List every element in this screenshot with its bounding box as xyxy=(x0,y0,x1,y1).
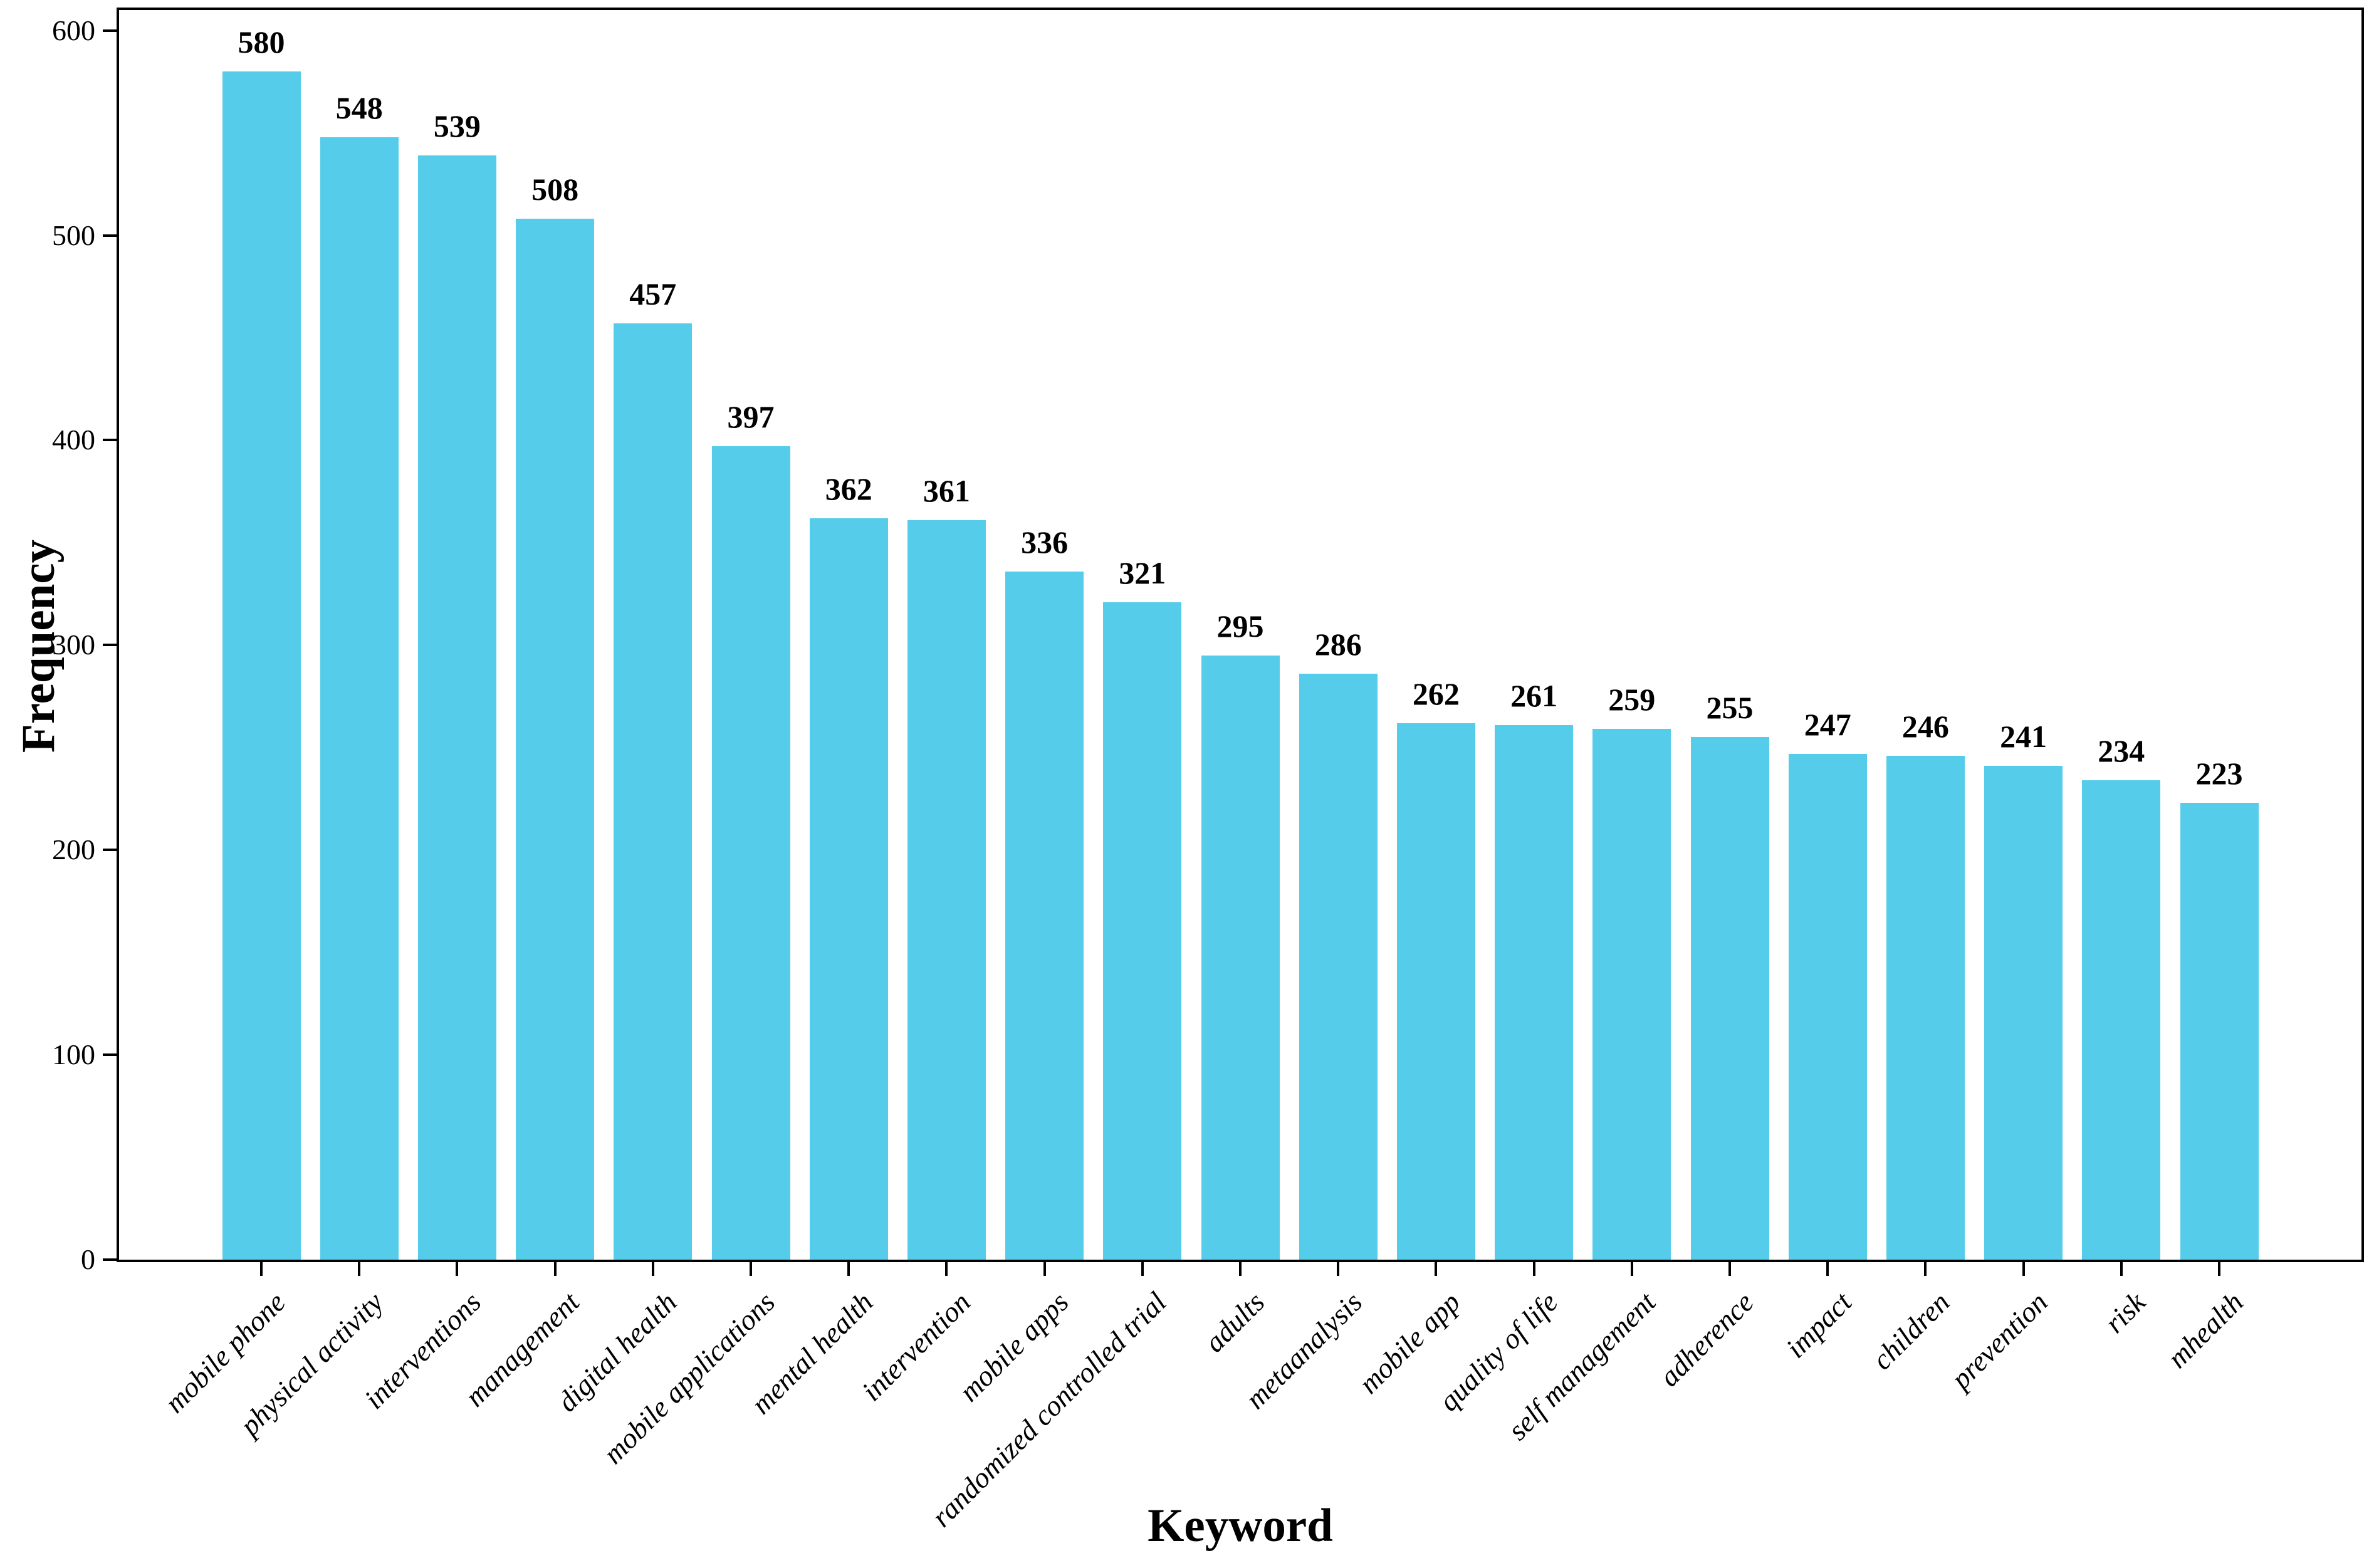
x-tick xyxy=(553,1262,557,1276)
bar xyxy=(1396,723,1475,1260)
x-tick xyxy=(1435,1262,1438,1276)
x-tick xyxy=(945,1262,948,1276)
y-tick-label: 500 xyxy=(52,219,95,251)
bar xyxy=(516,219,595,1260)
x-tick xyxy=(1924,1262,1927,1276)
bar-value-label: 262 xyxy=(1412,676,1460,711)
bar-value-label: 246 xyxy=(1901,708,1949,744)
x-tick xyxy=(1239,1262,1242,1276)
x-axis-title: Keyword xyxy=(1148,1500,1333,1552)
bar xyxy=(1103,602,1182,1260)
x-tick xyxy=(1141,1262,1144,1276)
bar xyxy=(711,446,790,1260)
bar-value-label: 336 xyxy=(1021,524,1069,560)
bar xyxy=(809,518,888,1260)
y-tick-label: 600 xyxy=(52,14,95,46)
bar xyxy=(1592,729,1671,1260)
x-category-label: risk xyxy=(2098,1285,2152,1339)
x-tick xyxy=(750,1262,752,1276)
plot-frame xyxy=(117,8,2364,1262)
x-category-label: impact xyxy=(1779,1285,1858,1364)
x-tick xyxy=(2022,1262,2025,1276)
bar xyxy=(1005,571,1084,1260)
bar xyxy=(320,137,399,1260)
x-tick xyxy=(1337,1262,1340,1276)
bar-value-label: 259 xyxy=(1608,682,1656,718)
bar-value-label: 580 xyxy=(238,24,285,60)
bar xyxy=(1788,753,1867,1260)
bar xyxy=(907,520,986,1260)
bar xyxy=(222,71,301,1260)
bar-value-label: 255 xyxy=(1706,690,1754,726)
y-tick xyxy=(103,1053,117,1057)
x-tick xyxy=(1630,1262,1633,1276)
x-tick xyxy=(260,1262,263,1276)
bar-value-label: 362 xyxy=(825,471,872,506)
y-tick-label: 100 xyxy=(52,1038,95,1071)
x-category-label: children xyxy=(1866,1285,1956,1376)
bar-value-label: 234 xyxy=(2098,733,2145,769)
x-tick xyxy=(847,1262,850,1276)
bar xyxy=(1495,724,1574,1260)
bar xyxy=(1984,766,2063,1260)
bar-value-label: 247 xyxy=(1804,706,1851,742)
bar-value-label: 261 xyxy=(1510,677,1558,713)
y-tick-label: 300 xyxy=(52,629,95,661)
bar xyxy=(2082,780,2161,1260)
bar xyxy=(614,323,693,1260)
y-tick-label: 0 xyxy=(81,1243,95,1275)
y-tick xyxy=(103,1258,117,1261)
bar-value-label: 548 xyxy=(335,90,383,125)
y-tick xyxy=(103,234,117,237)
y-tick xyxy=(103,849,117,852)
x-tick xyxy=(2120,1262,2123,1276)
y-tick-label: 400 xyxy=(52,424,95,456)
x-tick xyxy=(1826,1262,1829,1276)
x-tick xyxy=(1043,1262,1046,1276)
bar-value-label: 539 xyxy=(433,108,481,144)
bar-value-label: 397 xyxy=(727,399,775,435)
bar xyxy=(2180,803,2259,1260)
x-category-label: mobile applications xyxy=(597,1285,781,1470)
bar-value-label: 508 xyxy=(531,172,579,207)
bar-value-label: 361 xyxy=(923,473,970,508)
x-tick xyxy=(358,1262,361,1276)
bar xyxy=(1886,755,1965,1260)
bar-value-label: 295 xyxy=(1216,608,1264,644)
y-tick-label: 200 xyxy=(52,834,95,866)
x-tick xyxy=(2218,1262,2220,1276)
bar-value-label: 286 xyxy=(1314,627,1362,662)
x-tick xyxy=(651,1262,654,1276)
y-tick xyxy=(103,644,117,647)
x-tick xyxy=(456,1262,459,1276)
x-tick xyxy=(1728,1262,1731,1276)
y-tick xyxy=(103,29,117,32)
x-category-label: mhealth xyxy=(2161,1285,2249,1374)
bar xyxy=(1690,737,1769,1260)
bar-value-label: 241 xyxy=(2000,719,2047,755)
y-tick xyxy=(103,439,117,442)
x-category-label: adults xyxy=(1198,1285,1270,1359)
bar xyxy=(417,155,496,1260)
bar xyxy=(1201,655,1280,1260)
bar-value-label: 457 xyxy=(629,276,677,312)
bar-value-label: 321 xyxy=(1119,555,1166,590)
x-category-label: adherence xyxy=(1653,1285,1760,1393)
bar-value-label: 223 xyxy=(2195,756,2243,792)
bar xyxy=(1299,674,1378,1260)
x-tick xyxy=(1532,1262,1535,1276)
x-category-label: prevention xyxy=(1944,1285,2054,1395)
